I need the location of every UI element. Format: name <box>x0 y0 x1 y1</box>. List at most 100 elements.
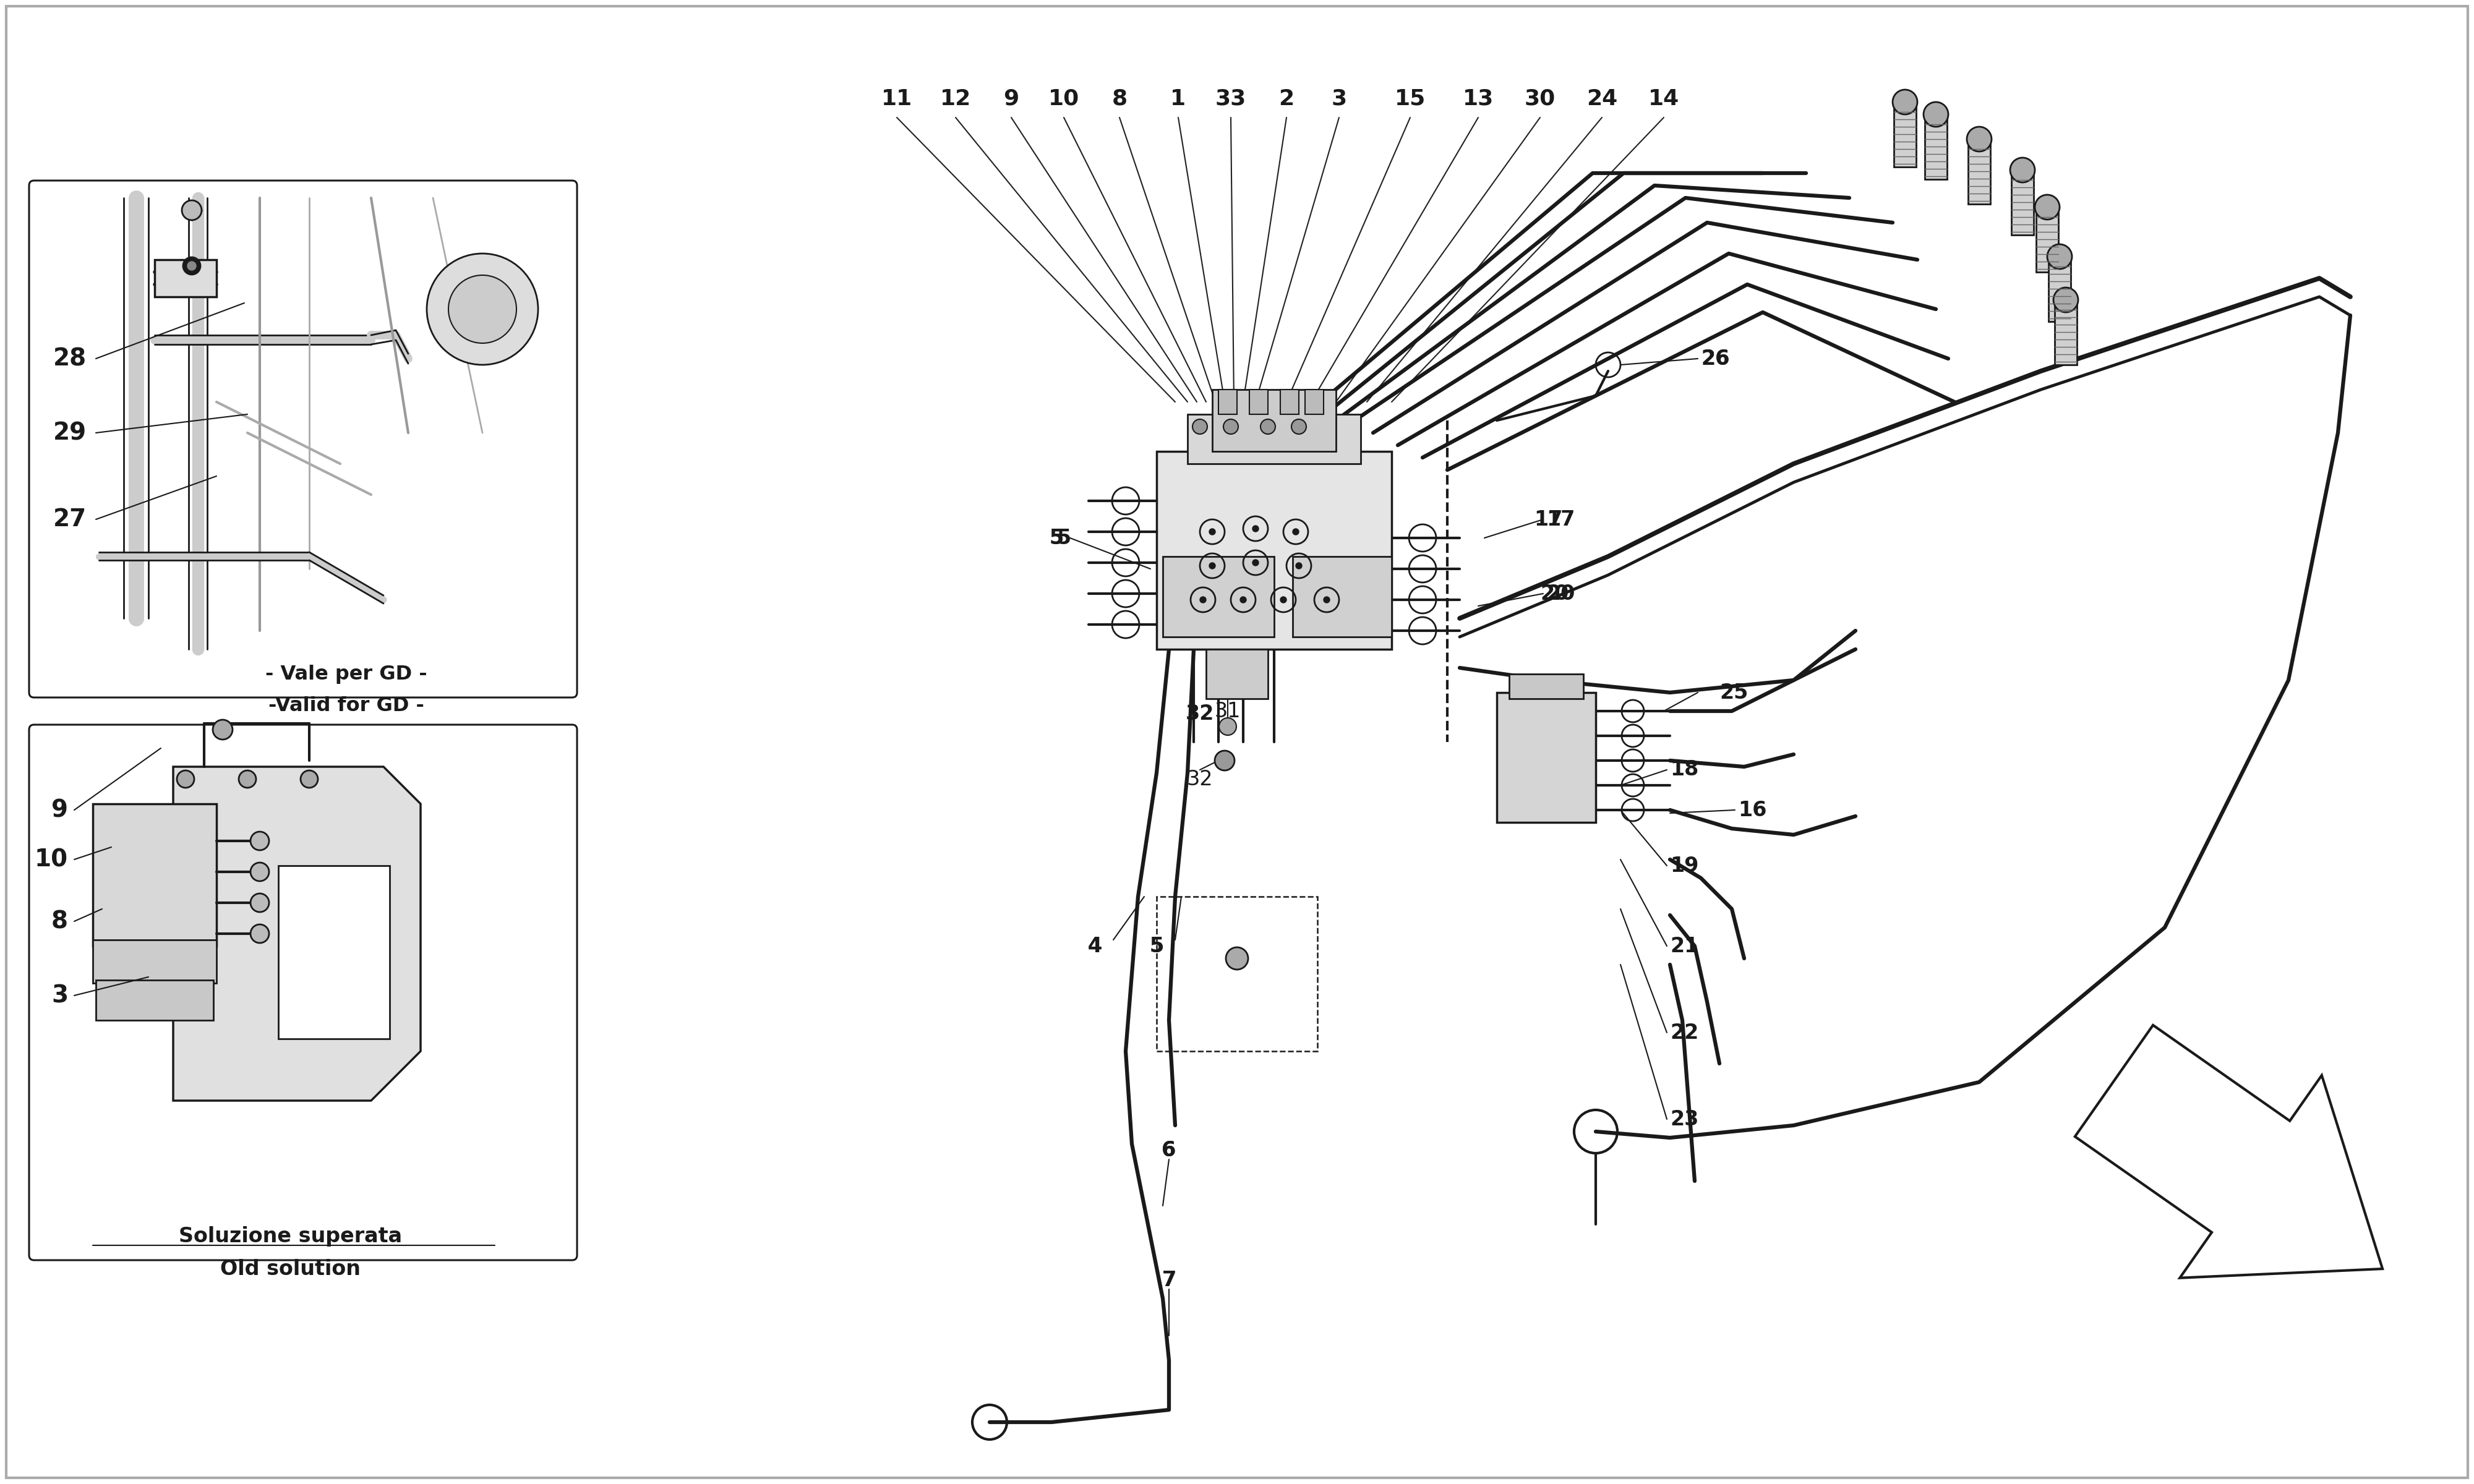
Circle shape <box>1291 418 1306 433</box>
Bar <box>1249 389 1267 414</box>
Text: 10: 10 <box>35 847 69 871</box>
Circle shape <box>1925 102 1950 126</box>
Circle shape <box>1291 528 1299 534</box>
Text: 18: 18 <box>1670 760 1700 781</box>
Circle shape <box>1227 947 1249 969</box>
Bar <box>1163 556 1274 637</box>
Bar <box>1207 650 1267 699</box>
Bar <box>1217 389 1237 414</box>
Circle shape <box>1210 562 1215 568</box>
Text: 7: 7 <box>1163 1270 1175 1290</box>
Text: 32: 32 <box>1185 703 1215 724</box>
Text: 15: 15 <box>1395 89 1425 110</box>
Circle shape <box>213 720 233 739</box>
Bar <box>94 939 218 982</box>
Text: 16: 16 <box>1737 800 1766 821</box>
Text: 27: 27 <box>52 508 87 531</box>
Circle shape <box>2048 245 2073 269</box>
Bar <box>1509 674 1583 699</box>
Text: 3: 3 <box>1331 89 1346 110</box>
Text: 19: 19 <box>1670 855 1700 876</box>
Circle shape <box>1220 718 1237 735</box>
Bar <box>2053 303 2078 365</box>
Text: 1: 1 <box>1170 89 1185 110</box>
Circle shape <box>1252 525 1259 531</box>
Bar <box>94 804 218 947</box>
Text: 20: 20 <box>1539 583 1569 604</box>
Circle shape <box>2053 288 2078 312</box>
Circle shape <box>183 257 200 275</box>
Circle shape <box>1239 597 1247 603</box>
Circle shape <box>250 925 270 942</box>
Circle shape <box>183 200 203 220</box>
Circle shape <box>188 261 195 270</box>
Text: 11: 11 <box>881 89 913 110</box>
Circle shape <box>1215 751 1235 770</box>
Text: 12: 12 <box>940 89 972 110</box>
Bar <box>1188 414 1361 463</box>
Text: 31: 31 <box>1215 700 1242 721</box>
Bar <box>153 260 218 297</box>
Bar <box>1306 389 1324 414</box>
Circle shape <box>1252 559 1259 565</box>
Polygon shape <box>173 767 421 1101</box>
Polygon shape <box>2076 1025 2382 1278</box>
Text: 5: 5 <box>1150 936 1163 956</box>
Text: 22: 22 <box>1670 1022 1700 1043</box>
Circle shape <box>428 254 539 365</box>
Circle shape <box>1967 126 1992 151</box>
Text: 6: 6 <box>1163 1140 1175 1160</box>
Circle shape <box>2034 194 2058 220</box>
Text: 6: 6 <box>1163 1140 1175 1160</box>
Circle shape <box>250 893 270 913</box>
Text: Soluzione superata: Soluzione superata <box>178 1226 403 1247</box>
Text: 29: 29 <box>52 421 87 445</box>
Circle shape <box>448 275 517 343</box>
Circle shape <box>1200 597 1207 603</box>
Text: 5: 5 <box>1049 528 1064 548</box>
Circle shape <box>178 770 193 788</box>
Bar <box>2036 211 2058 272</box>
Bar <box>1497 693 1596 822</box>
Circle shape <box>1192 418 1207 433</box>
Bar <box>1969 142 1989 203</box>
Text: 7: 7 <box>1163 1270 1175 1290</box>
Circle shape <box>1296 562 1301 568</box>
Text: 4: 4 <box>1089 936 1101 956</box>
Bar <box>1158 896 1316 1051</box>
Text: Old solution: Old solution <box>220 1258 361 1279</box>
Text: 26: 26 <box>1702 349 1729 370</box>
Text: 9: 9 <box>52 798 69 822</box>
Text: 13: 13 <box>1462 89 1494 110</box>
Circle shape <box>2009 157 2034 183</box>
Text: 5: 5 <box>1150 936 1163 956</box>
Text: 33: 33 <box>1215 89 1247 110</box>
Circle shape <box>1282 597 1286 603</box>
Text: 20: 20 <box>1546 583 1576 604</box>
Text: 5: 5 <box>1056 528 1071 548</box>
Text: 31: 31 <box>1212 623 1242 644</box>
Text: 26: 26 <box>1702 349 1729 370</box>
Circle shape <box>250 831 270 850</box>
Bar <box>1925 117 1947 180</box>
Text: 17: 17 <box>1534 509 1564 530</box>
Text: 14: 14 <box>1648 89 1680 110</box>
Text: 25: 25 <box>1719 683 1749 703</box>
Bar <box>2048 260 2071 322</box>
Circle shape <box>1262 418 1277 433</box>
Text: -Valid for GD -: -Valid for GD - <box>270 696 423 715</box>
Circle shape <box>302 770 317 788</box>
Text: - Vale per GD -: - Vale per GD - <box>265 665 428 684</box>
Text: 5: 5 <box>1049 528 1064 548</box>
Circle shape <box>250 862 270 881</box>
Text: 2: 2 <box>1279 89 1294 110</box>
Circle shape <box>238 770 257 788</box>
Text: 23: 23 <box>1670 1109 1700 1129</box>
Bar <box>1158 451 1390 650</box>
Text: 30: 30 <box>1524 89 1556 110</box>
Text: 10: 10 <box>1049 89 1079 110</box>
FancyBboxPatch shape <box>30 181 576 697</box>
Bar <box>277 865 391 1039</box>
Text: 3: 3 <box>52 984 69 1008</box>
FancyBboxPatch shape <box>30 724 576 1260</box>
